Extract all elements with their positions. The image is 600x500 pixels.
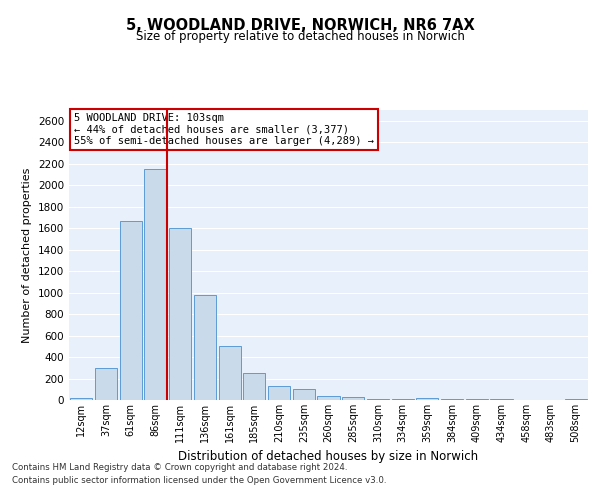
Text: 5, WOODLAND DRIVE, NORWICH, NR6 7AX: 5, WOODLAND DRIVE, NORWICH, NR6 7AX: [125, 18, 475, 32]
Bar: [145, 169, 167, 400]
Bar: [268, 386, 290, 400]
X-axis label: Distribution of detached houses by size in Norwich: Distribution of detached houses by size …: [178, 450, 479, 464]
Text: Size of property relative to detached houses in Norwich: Size of property relative to detached ho…: [136, 30, 464, 43]
Bar: [95, 368, 117, 400]
Bar: [367, 399, 389, 400]
Bar: [243, 374, 265, 400]
Bar: [342, 397, 364, 400]
Bar: [194, 296, 216, 400]
Y-axis label: Number of detached properties: Number of detached properties: [22, 168, 32, 342]
Bar: [416, 398, 439, 400]
Text: 5 WOODLAND DRIVE: 103sqm
← 44% of detached houses are smaller (3,377)
55% of sem: 5 WOODLAND DRIVE: 103sqm ← 44% of detach…: [74, 113, 374, 146]
Bar: [218, 346, 241, 400]
Bar: [293, 388, 315, 400]
Bar: [565, 399, 587, 400]
Bar: [70, 398, 92, 400]
Bar: [169, 228, 191, 400]
Text: Contains HM Land Registry data © Crown copyright and database right 2024.: Contains HM Land Registry data © Crown c…: [12, 462, 347, 471]
Bar: [119, 220, 142, 400]
Bar: [441, 399, 463, 400]
Text: Contains public sector information licensed under the Open Government Licence v3: Contains public sector information licen…: [12, 476, 386, 485]
Bar: [317, 396, 340, 400]
